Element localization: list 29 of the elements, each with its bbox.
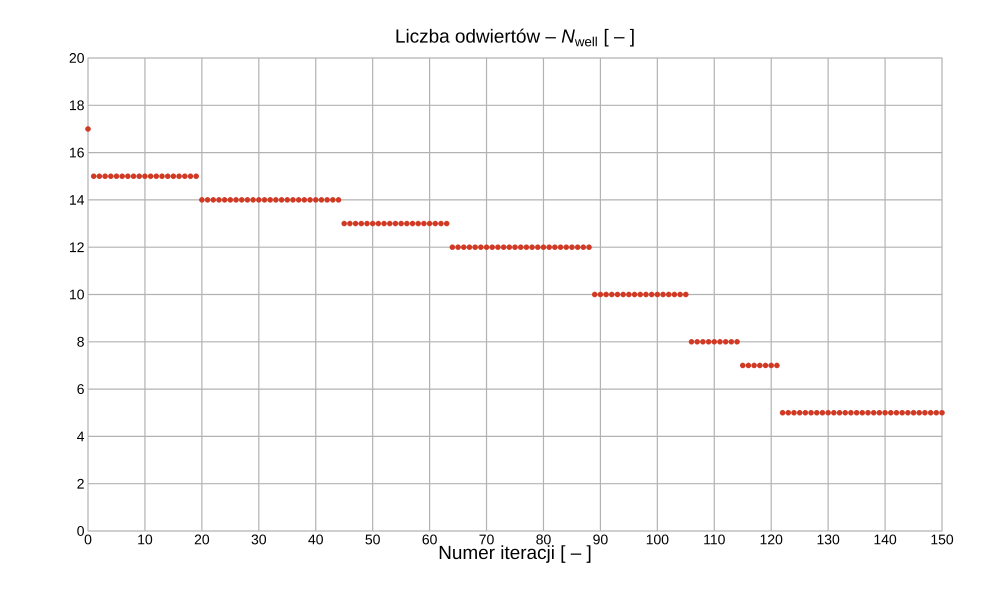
y-tick-label: 20: [70, 53, 84, 63]
y-tick-label: 14: [70, 195, 84, 205]
y-tick-label: 12: [70, 242, 84, 252]
y-tick-label: 18: [70, 100, 84, 110]
y-tick-label: 0: [77, 526, 84, 536]
y-tick-label: 10: [70, 290, 84, 300]
y-tick-label: 8: [77, 336, 84, 347]
x-tick-label: 150: [931, 534, 954, 544]
y-tick-label: 2: [77, 478, 84, 489]
x-tick-label: 130: [818, 534, 840, 544]
x-tick-label: 70: [480, 534, 494, 544]
x-tick-label: 140: [874, 534, 896, 544]
x-tick-label: 90: [593, 534, 608, 544]
x-tick-label: 40: [308, 534, 323, 544]
x-tick-label: 100: [646, 534, 668, 544]
chart-title: Liczba odwiertów – N$_{well}$ [ – ]: [396, 28, 634, 46]
x-tick-label: 60: [422, 534, 437, 544]
x-axis-title: Numer iteracji [ – ]: [440, 545, 590, 563]
x-tick-label: 120: [760, 534, 782, 544]
x-tick-label: 110: [704, 534, 725, 544]
x-tick-label: 10: [138, 534, 152, 544]
x-tick-label: 50: [365, 534, 380, 544]
y-tick-label: 6: [77, 384, 84, 394]
y-tick-label: 16: [70, 148, 84, 158]
x-tick-label: 80: [536, 534, 551, 544]
x-tick-label: 0: [84, 534, 92, 544]
x-tick-label: 30: [252, 534, 266, 544]
y-tick-label: 4: [77, 432, 84, 442]
x-tick-label: 20: [194, 534, 210, 544]
